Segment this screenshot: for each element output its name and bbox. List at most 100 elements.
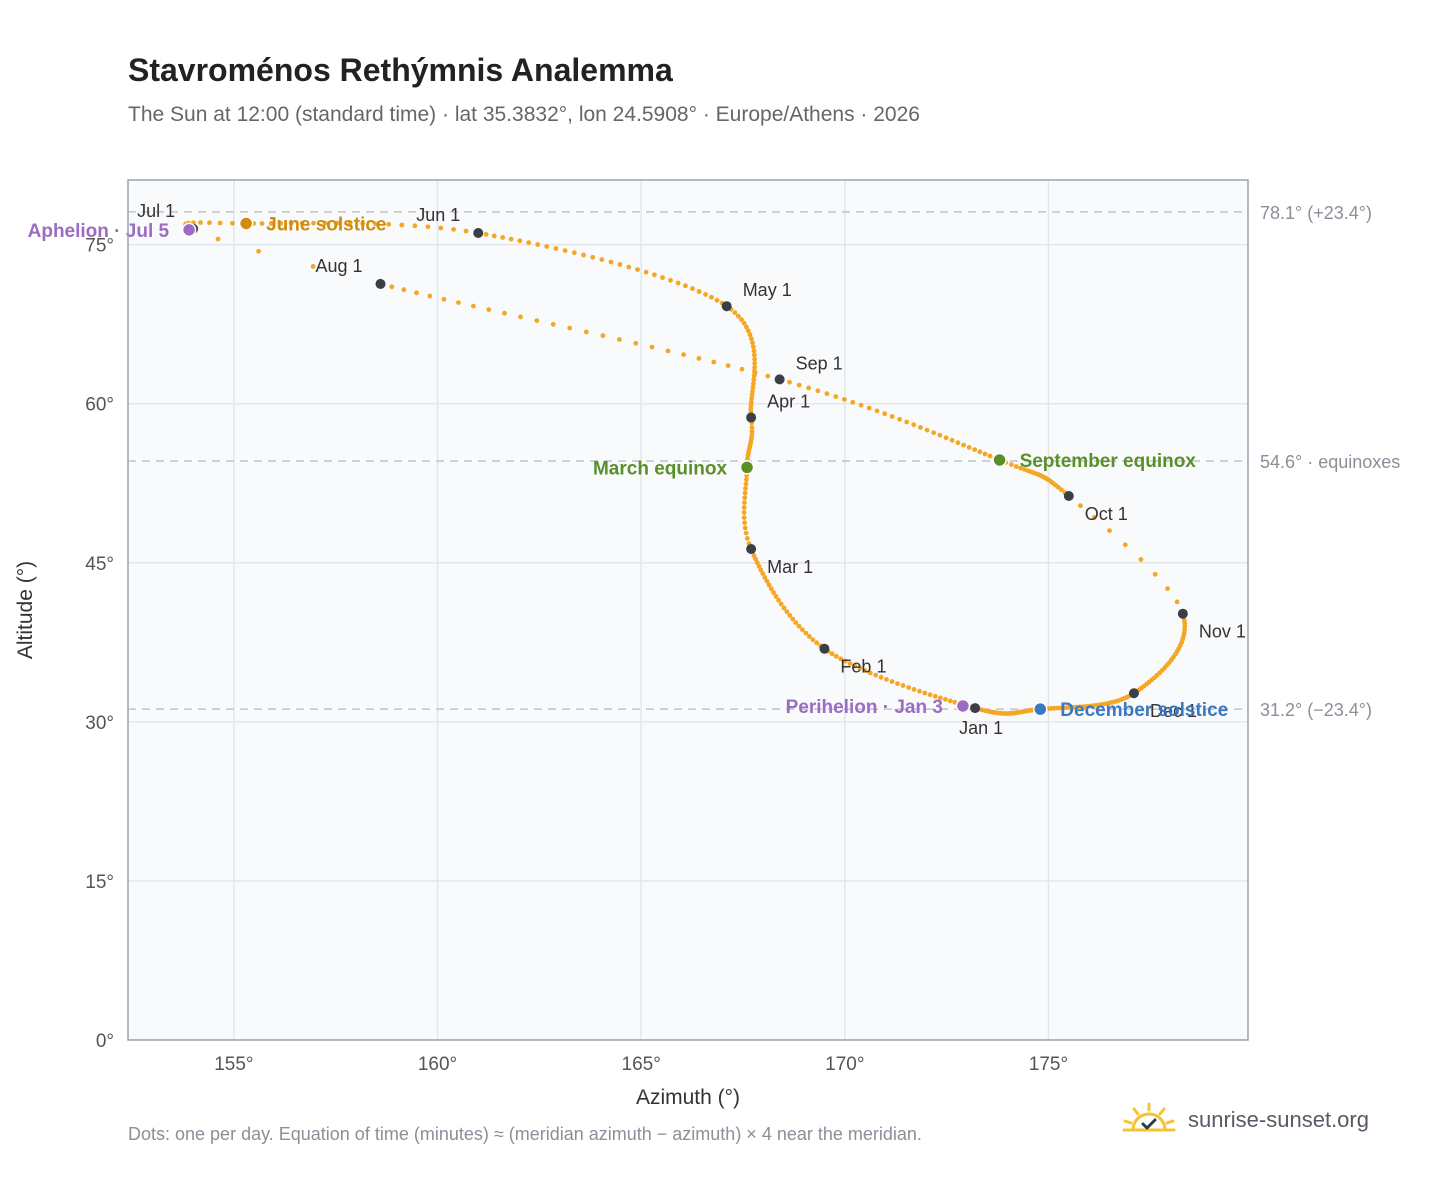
daily-sun-dot (796, 623, 802, 629)
daily-sun-dot (882, 411, 888, 417)
daily-sun-dot (874, 408, 880, 414)
daily-sun-dot (867, 670, 873, 676)
daily-sun-dot (711, 359, 717, 365)
event-marker (992, 452, 1007, 468)
month-label: Mar 1 (767, 557, 813, 577)
y-tick-label: 0° (96, 1031, 114, 1052)
daily-sun-dot (754, 560, 760, 566)
daily-sun-dot (750, 340, 755, 346)
plot-area (128, 180, 1248, 1040)
daily-sun-dot (742, 500, 747, 505)
daily-sun-dot (581, 252, 586, 258)
daily-sun-dot (259, 221, 265, 226)
event-label: December solstice (1060, 700, 1228, 721)
daily-sun-dot (399, 222, 405, 228)
daily-sun-dot (360, 221, 366, 226)
month-label: Jun 1 (416, 205, 460, 225)
daily-sun-dot (310, 264, 316, 269)
daily-sun-dot (852, 663, 858, 669)
brand-link[interactable]: sunrise-sunset.org (1120, 1100, 1369, 1140)
daily-sun-dot (949, 437, 955, 443)
event-marker (955, 698, 971, 714)
daily-sun-dot (764, 578, 770, 584)
month-marker (746, 412, 757, 423)
daily-sun-dot (739, 317, 744, 322)
daily-sun-dot (771, 590, 776, 595)
daily-sun-dot (389, 284, 395, 290)
daily-sun-dot (401, 287, 407, 293)
daily-sun-dot (732, 310, 738, 315)
daily-sun-dot (599, 257, 605, 262)
daily-sun-dot (744, 324, 749, 330)
daily-sun-dot (617, 337, 622, 342)
daily-sun-dot (463, 228, 469, 234)
daily-sun-dot (748, 399, 754, 405)
daily-sun-dot (787, 379, 792, 385)
daily-sun-dot (534, 318, 540, 323)
daily-sun-dot (471, 303, 476, 309)
sun-logo-icon (1122, 1102, 1176, 1132)
footnote: Dots: one per day. Equation of time (min… (128, 1124, 922, 1144)
daily-sun-dot (749, 392, 755, 398)
daily-sun-dot (762, 575, 768, 580)
daily-sun-dot (451, 227, 456, 232)
month-label: Feb 1 (840, 657, 886, 677)
daily-sun-dot (747, 332, 753, 338)
daily-sun-dot (739, 366, 745, 372)
daily-sun-dot (535, 242, 541, 247)
daily-sun-dot (922, 690, 928, 696)
daily-sun-dot (665, 348, 671, 354)
daily-sun-dot (675, 280, 681, 286)
daily-sun-dot (626, 264, 632, 270)
daily-sun-dot (709, 294, 714, 300)
daily-sun-dot (517, 238, 523, 244)
daily-sun-dot (752, 356, 757, 362)
daily-sun-dot (742, 490, 748, 496)
y-axis-label: Altitude (°) (14, 561, 37, 659)
daily-sun-dot (741, 515, 747, 520)
daily-sun-dot (714, 297, 720, 303)
x-tick-label: 170° (825, 1054, 864, 1075)
daily-sun-dot (1080, 704, 1086, 710)
daily-sun-dot (1009, 462, 1014, 467)
month-label: Jul 1 (137, 201, 175, 221)
daily-sun-dot (633, 340, 639, 346)
daily-sun-dot (806, 634, 812, 639)
daily-sun-dot (943, 697, 948, 702)
month-marker (721, 301, 732, 312)
event-label: June solstice (266, 214, 386, 235)
daily-sun-dot (696, 289, 702, 294)
daily-sun-dot (900, 683, 906, 688)
y-tick-label: 60° (85, 395, 114, 416)
daily-sun-dot (889, 414, 895, 419)
month-label: Jan 1 (959, 718, 1003, 738)
daily-sun-dot (803, 630, 809, 636)
daily-sun-dot (744, 477, 749, 482)
daily-sun-dot (932, 693, 938, 699)
daily-sun-dot (198, 220, 203, 226)
daily-sun-dot (756, 563, 762, 569)
daily-sun-dot (947, 698, 953, 704)
daily-sun-dot (735, 313, 741, 319)
daily-sun-dot (842, 397, 847, 402)
daily-sun-dot (833, 394, 839, 399)
daily-sun-dot (766, 582, 772, 588)
daily-sun-dot (927, 692, 933, 698)
daily-sun-dot (583, 329, 589, 335)
daily-sun-dot (1013, 464, 1019, 469)
daily-sun-dot (441, 296, 447, 302)
chart-subtitle: The Sun at 12:00 (standard time) · lat 3… (128, 103, 920, 126)
daily-sun-dot (562, 248, 568, 254)
x-tick-label: 155° (214, 1054, 253, 1075)
daily-sun-dot (955, 440, 961, 446)
daily-sun-dot (743, 481, 749, 487)
daily-sun-dot (781, 605, 787, 611)
daily-sun-dot (553, 246, 559, 251)
daily-sun-dot (858, 402, 864, 408)
month-label: Nov 1 (1199, 622, 1246, 642)
daily-sun-dot (1091, 515, 1097, 520)
daily-sun-dot (751, 377, 757, 382)
daily-sun-dot (966, 445, 972, 450)
daily-sun-dot (741, 320, 747, 326)
daily-sun-dot (1059, 487, 1064, 493)
